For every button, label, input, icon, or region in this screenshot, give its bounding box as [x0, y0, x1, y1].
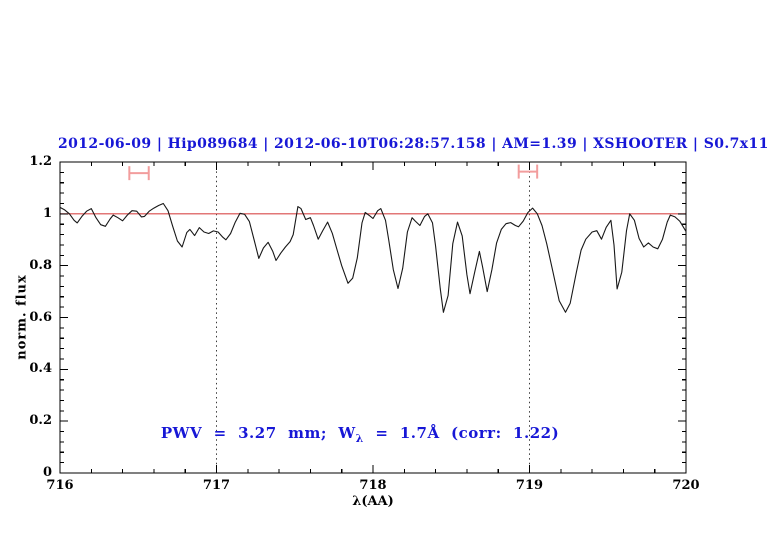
- y-tick-label: 1: [42, 205, 52, 221]
- pwv-annotation-suffix: = 1.7Å (corr: 1.22): [363, 424, 560, 442]
- x-tick-label: 719: [515, 478, 544, 493]
- y-tick-label: 0.8: [29, 257, 52, 273]
- pwv-annotation: PWV = 3.27 mm; Wλ = 1.7Å (corr: 1.22): [138, 406, 559, 463]
- pwv-annotation-prefix: PWV = 3.27 mm; W: [160, 424, 356, 442]
- x-tick-label: 718: [359, 478, 387, 493]
- y-tick-label: 1.2: [29, 154, 52, 169]
- x-axis-label: λ(AA): [352, 494, 394, 509]
- y-tick-label: 0.4: [29, 361, 52, 377]
- pwv-annotation-subscript: λ: [355, 432, 364, 445]
- x-tick-label: 716: [46, 478, 74, 493]
- y-tick-label: 0.6: [29, 309, 52, 325]
- x-tick-label: 717: [202, 478, 231, 493]
- x-tick-label: 720: [672, 478, 700, 493]
- spectrum-curve: [59, 202, 687, 313]
- y-tick-label: 0.2: [29, 413, 52, 429]
- y-tick-label: 0: [42, 465, 52, 480]
